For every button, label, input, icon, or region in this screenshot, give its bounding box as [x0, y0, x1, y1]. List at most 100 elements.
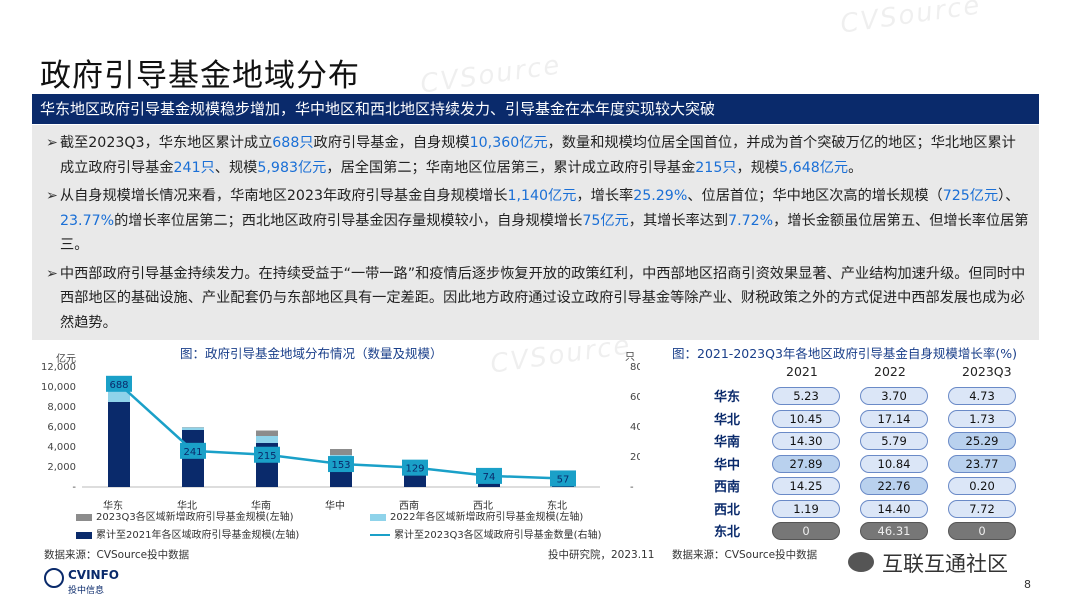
right-source: 数据来源：CVSource投中数据: [672, 549, 818, 561]
count-data-label: 153: [331, 460, 350, 471]
count-marker: [402, 459, 428, 476]
wechat-icon: [848, 552, 874, 572]
globe-icon: [44, 568, 64, 588]
y-right-tick-label: 400: [630, 422, 640, 433]
x-category-label: 华东: [103, 499, 123, 512]
table-row-label: 华中: [714, 457, 741, 473]
legend-item-2023q3: 2023Q3各区域新增政府引导基金规模(左轴): [76, 508, 294, 523]
y-right-tick-label: -: [630, 482, 634, 493]
legend-line-icon: [370, 534, 390, 536]
count-data-label: 57: [557, 474, 570, 485]
table-value-pill: 46.31: [860, 522, 928, 540]
y-left-tick-label: 6,000: [47, 422, 76, 433]
count-data-label: 688: [109, 380, 128, 391]
wechat-label: 互联互通社区: [882, 552, 1008, 576]
x-category-label: 华中: [325, 499, 345, 512]
watermark: CVSource: [418, 50, 564, 100]
summary-bullet-1: ➢ 截至2023Q3，华东地区累计成立688只政府引导基金，自身规模10,360亿…: [46, 135, 1016, 176]
table-row-label: 东北: [714, 525, 741, 540]
count-marker: [180, 442, 206, 459]
watermark: CVSource: [838, 0, 984, 40]
bar-segment: [256, 430, 278, 436]
left-source: 数据来源：CVSource投中数据: [44, 549, 190, 561]
table-value-pill: 10.84: [860, 454, 928, 473]
table-value-pill: 14.25: [772, 477, 840, 495]
legend-item-2022: 2022年各区域新增政府引导基金规模(左轴): [370, 508, 583, 523]
table-column-header: 2022: [874, 364, 906, 379]
count-marker: [476, 467, 502, 484]
y-left-tick-label: 2,000: [47, 462, 76, 473]
table-value-pill: 1.73: [948, 409, 1016, 428]
table-value-pill: 25.29: [948, 432, 1016, 450]
count-data-label: 129: [405, 464, 424, 475]
legend-swatch: [370, 513, 386, 521]
count-marker: [328, 456, 354, 473]
table-value-pill: 22.76: [860, 477, 928, 495]
legend-swatch: [76, 531, 92, 539]
y-left-tick-label: -: [72, 482, 76, 493]
cvinfo-logo: CVINFO 投中信息: [44, 566, 124, 600]
table-value-pill: 3.70: [860, 387, 928, 405]
y-left-tick-label: 10,000: [41, 382, 76, 393]
left-chart-caption: 图：政府引导基金地域分布情况（数量及规模）: [180, 346, 443, 361]
bar-segment: [256, 436, 278, 443]
table-value-pill: 27.89: [772, 454, 840, 473]
y-right-tick-label: 800: [630, 362, 640, 373]
y-left-tick-label: 8,000: [47, 402, 76, 413]
table-value-pill: 0.20: [948, 477, 1016, 495]
y-left-tick-label: 4,000: [47, 442, 76, 453]
count-data-label: 241: [183, 447, 202, 458]
bar-segment: [108, 402, 130, 487]
y-right-tick-label: 600: [630, 392, 640, 403]
y-right-tick-label: 200: [630, 452, 640, 463]
legend-item-2021: 累计至2021年各区域政府引导基金规模(左轴): [76, 526, 299, 541]
table-value-pill: 10.45: [772, 409, 840, 428]
left-chart: - 2,000 4,000 6,000 8,000 10,000 12,000 - 200 400…: [41, 362, 640, 512]
legend-item-count: 累计至2023Q3各区域政府引导基金数量(右轴): [370, 526, 602, 541]
table-row-label: 华北: [714, 412, 741, 428]
page-title: 政府引导基金地域分布: [40, 58, 360, 94]
table-row-label: 西南: [714, 480, 741, 495]
x-category-label: 华北: [177, 499, 197, 512]
table-value-pill: 14.30: [772, 432, 840, 450]
y-left-unit: 亿元: [56, 354, 76, 365]
table-value-pill: 23.77: [948, 454, 1016, 473]
left-org: 投中研究院，2023.11: [548, 549, 655, 561]
x-category-label: 东北: [547, 499, 567, 512]
x-category-label: 华南: [251, 499, 271, 512]
table-column-header: 2023Q3: [962, 364, 1012, 379]
table-column-header: 2021: [786, 364, 818, 379]
headline-banner: 华东地区政府引导基金规模稳步增加，华中地区和西北地区持续发力、引导基金在本年度实…: [32, 94, 1039, 124]
legend-swatch: [76, 513, 92, 521]
table-value-pill: 14.40: [860, 499, 928, 518]
summary-bullet-2: ➢ 从自身规模增长情况来看，华南地区2023年政府引导基金自身规模增长1,140亿…: [46, 188, 1029, 253]
bar-segment: [182, 427, 204, 430]
count-data-label: 74: [483, 472, 496, 483]
bar-segment: [330, 449, 352, 455]
table-row-label: 华南: [714, 435, 741, 450]
count-data-label: 215: [257, 451, 276, 462]
count-marker: [550, 470, 576, 487]
count-marker: [254, 446, 280, 463]
count-marker: [106, 375, 132, 392]
table-value-pill: 4.73: [948, 387, 1016, 405]
table-value-pill: 0: [772, 522, 840, 540]
x-category-label: 西北: [473, 500, 493, 512]
summary-bullet-3: ➢ 中西部政府引导基金持续发力。在持续受益于“一带一路”和疫情后逐步恢复开放的政策…: [46, 265, 1026, 331]
table-value-pill: 1.19: [772, 499, 840, 518]
right-table-caption: 图：2021-2023Q3年各地区政府引导基金自身规模增长率(%): [672, 346, 1018, 361]
table-row-label: 西北: [714, 502, 741, 518]
growth-rate-table: 2021 2022 2023Q3 华东 5.23 3.70 4.73 华北 10.45 17.14…: [672, 362, 1032, 542]
table-value-pill: 5.23: [772, 387, 840, 405]
bullet-arrow-icon: ➢: [46, 188, 58, 204]
table-value-pill: 17.14: [860, 409, 928, 428]
bullet-arrow-icon: ➢: [46, 265, 58, 282]
table-row-label: 华东: [714, 390, 741, 405]
bar-segment: [108, 389, 130, 402]
table-value-pill: 5.79: [860, 432, 928, 450]
y-right-unit: 只: [625, 352, 635, 363]
bullet-arrow-icon: ➢: [46, 135, 58, 151]
x-category-label: 西南: [399, 499, 419, 512]
table-value-pill: 0: [948, 522, 1016, 540]
logo-text: CVINFO: [68, 568, 119, 582]
